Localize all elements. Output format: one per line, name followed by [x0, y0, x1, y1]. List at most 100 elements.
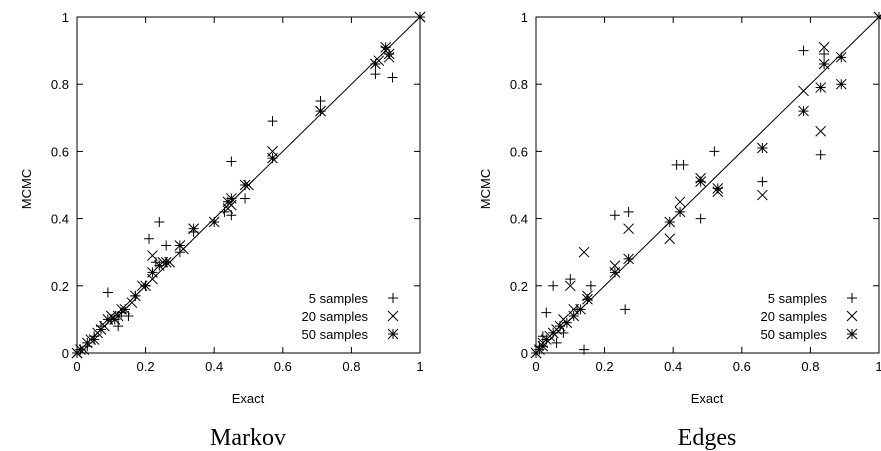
edges-point-star	[835, 51, 847, 63]
markov-point-star	[75, 344, 86, 355]
edges-xtick-label: 0.6	[733, 359, 751, 374]
edges-point-star	[547, 327, 559, 339]
markov-ytick-label: 0.4	[51, 212, 69, 227]
edges-point-cross	[757, 189, 768, 201]
edges-caption: Edges	[678, 425, 737, 451]
edges-legend-marker	[846, 310, 858, 322]
markov-xtick-label: 0.4	[205, 359, 223, 374]
markov-point-star	[81, 337, 93, 349]
edges-point-plus	[585, 280, 596, 291]
markov-point-star	[267, 152, 278, 164]
markov-point-star	[239, 179, 251, 191]
markov-legend-marker	[387, 310, 399, 322]
markov-xlabel: Exact	[232, 391, 265, 406]
edges-point-star	[537, 340, 549, 352]
edges-point-plus	[620, 304, 631, 315]
edges-legend-marker	[847, 293, 857, 303]
edges-xtick-label: 0.8	[801, 359, 819, 374]
markov-xtick-label: 0.6	[274, 359, 292, 374]
edges-ytick-label: 0.6	[510, 144, 528, 159]
edges-point-plus	[609, 210, 620, 221]
markov-point-star	[383, 48, 395, 60]
markov-xtick-label: 0.2	[137, 359, 155, 374]
edges-ytick-label: 1	[521, 10, 528, 25]
edges-xtick-label: 0.2	[596, 359, 614, 374]
markov-point-plus	[226, 156, 237, 167]
markov-legend-marker	[388, 293, 398, 303]
markov-ytick-label: 0.6	[51, 144, 69, 159]
edges-point-plus	[551, 337, 562, 348]
edges-point-star	[835, 78, 847, 90]
edges-point-star	[664, 216, 676, 228]
edges-ytick-label: 0	[521, 346, 528, 361]
markov-point-star	[380, 41, 392, 53]
markov-point-star	[153, 260, 165, 271]
markov-point-star	[119, 303, 131, 315]
edges-ytick-label: 0.8	[510, 77, 528, 92]
edges-point-plus	[565, 274, 576, 285]
edges-point-cross	[815, 125, 827, 137]
edges-point-star	[582, 293, 593, 305]
edges-legend-label: 5 samples	[768, 291, 828, 306]
edges-plot-area: 0 0.2 0.4 0.6 0.8 1 0 0.2 0.4 0.6 0.8 1 5 samples 20 …	[510, 10, 881, 374]
panel-edges: 0 0.2 0.4 0.6 0.8 1 0 0.2 0.4 0.6 0.8 1 5 samples 20 …	[478, 10, 881, 451]
edges-xtick-label: 0.4	[664, 359, 682, 374]
edges-point-plus	[798, 45, 809, 56]
edges-point-star	[609, 267, 621, 278]
edges-point-plus	[709, 146, 720, 157]
edges-point-star	[798, 105, 809, 117]
edges-point-star	[818, 58, 830, 70]
edges-point-star	[561, 317, 573, 329]
edges-point-plus	[579, 344, 590, 355]
markov-legend-marker	[387, 328, 399, 340]
markov-point-star	[225, 193, 237, 204]
edges-point-star	[873, 11, 881, 23]
markov-point-star	[208, 216, 220, 228]
edges-ytick-label: 0.2	[510, 279, 528, 294]
edges-point-cross	[674, 196, 686, 208]
edges-point-star	[695, 176, 706, 187]
edges-point-plus	[548, 280, 559, 291]
markov-legend-label: 20 samples	[302, 309, 369, 324]
markov-ytick-label: 0.8	[51, 77, 69, 92]
edges-axes-frame	[535, 16, 880, 354]
edges-point-star	[554, 320, 566, 332]
markov-ytick-label: 0	[62, 346, 69, 361]
markov-axes-frame	[76, 16, 421, 354]
edges-xtick-label: 1	[875, 359, 881, 374]
markov-point-star	[188, 223, 199, 235]
markov-point-plus	[102, 287, 113, 298]
edges-point-plus	[678, 159, 689, 170]
markov-point-plus	[315, 96, 326, 106]
markov-point-star	[88, 334, 100, 345]
edges-point-plus	[623, 206, 634, 217]
edges-point-cross	[564, 280, 576, 292]
markov-point-plus	[387, 72, 398, 83]
markov-legend-label: 50 samples	[302, 327, 369, 342]
edges-xlabel: Exact	[691, 391, 724, 406]
edges-diagonal-line	[535, 16, 880, 354]
edges-point-star	[623, 253, 634, 265]
markov-xtick-label: 1	[416, 359, 423, 374]
markov-ytick-label: 0.2	[51, 279, 69, 294]
edges-point-star	[757, 142, 768, 154]
edges-point-plus	[757, 176, 768, 187]
edges-point-cross	[623, 223, 634, 235]
markov-point-plus	[267, 116, 278, 127]
markov-xtick-label: 0.8	[342, 359, 360, 374]
markov-point-star	[174, 240, 186, 251]
edges-point-star	[575, 303, 586, 315]
markov-point-star	[129, 290, 141, 302]
markov-point-star	[112, 310, 124, 322]
markov-point-star	[102, 314, 114, 325]
edges-point-cross	[578, 246, 590, 258]
markov-point-star	[140, 280, 151, 292]
markov-point-plus	[144, 233, 155, 244]
panel-markov: 0 0.2 0.4 0.6 0.8 1 0 0.2 0.4 0.6 0.8 1 5 samples 20 …	[19, 10, 426, 451]
edges-ylabel: MCMC	[478, 169, 493, 209]
edges-point-plus	[819, 48, 830, 59]
markov-point-plus	[161, 240, 172, 251]
markov-xtick-label: 0	[73, 359, 80, 374]
markov-point-star	[315, 105, 326, 117]
